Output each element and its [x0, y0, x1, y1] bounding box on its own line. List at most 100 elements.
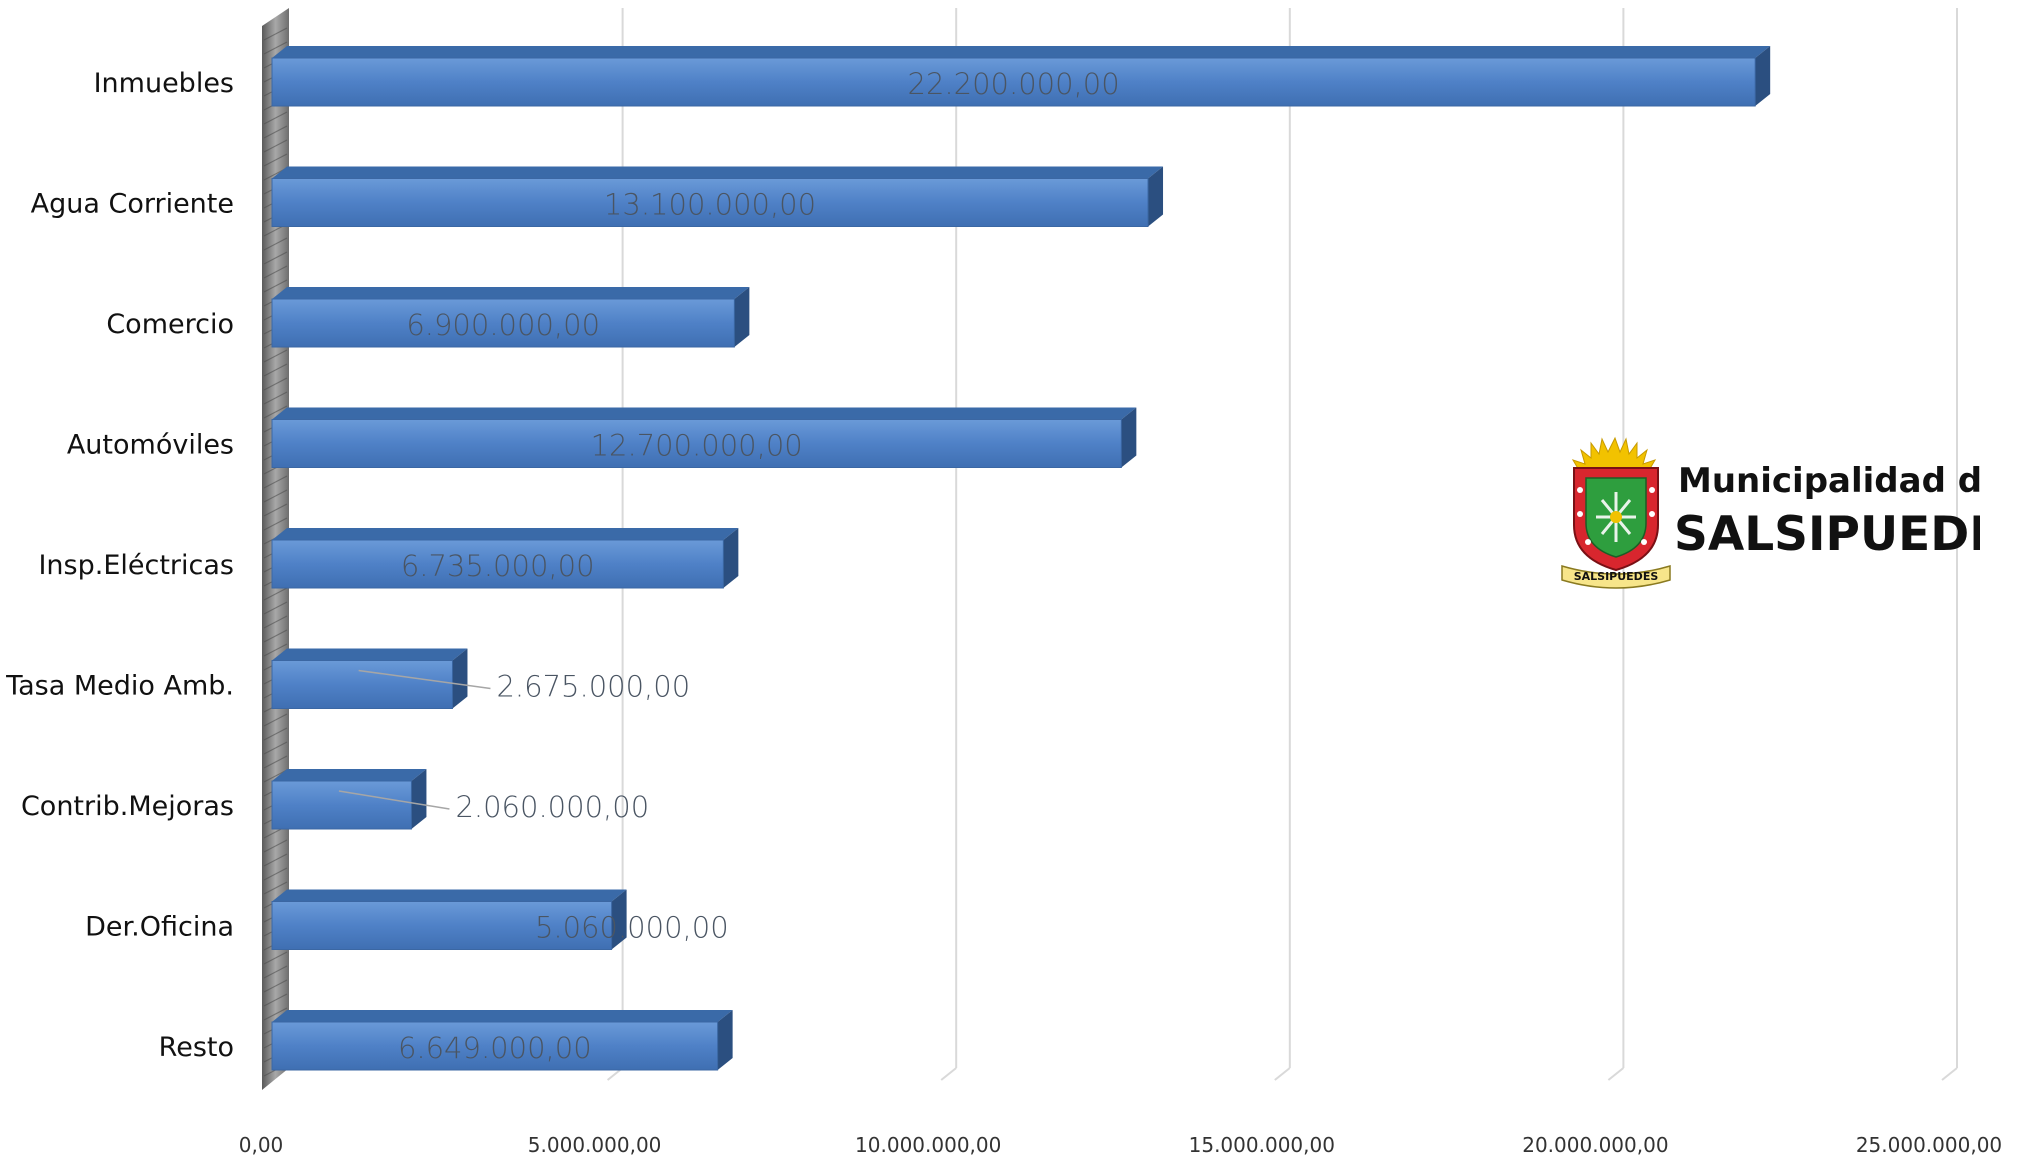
category-label: Der.Oficina [85, 912, 234, 943]
axis-wall-hatch [263, 475, 288, 489]
bar-side [734, 287, 750, 347]
bar-side [1121, 407, 1137, 468]
category-label: Insp.Eléctricas [38, 550, 234, 581]
data-label: 5.060.000,00 [535, 911, 729, 945]
axis-wall-hatch [263, 587, 288, 601]
axis-wall-hatch [263, 391, 288, 405]
data-label: 22.200.000,00 [908, 67, 1120, 101]
bar-side [717, 1010, 733, 1070]
x-tick-label: 25.000.000,00 [1856, 1133, 2002, 1157]
bar [271, 419, 1122, 468]
bar [271, 539, 724, 589]
data-label: 6.649.000,00 [398, 1031, 592, 1065]
axis-wall-hatch [263, 363, 288, 377]
axis-wall-hatch [263, 377, 288, 391]
bar [271, 57, 1756, 107]
bar-top [272, 407, 1137, 420]
axis-wall-hatch [263, 643, 288, 657]
axis-wall-hatch [263, 489, 288, 503]
axis-wall-hatch [263, 125, 288, 139]
bar-top [272, 287, 750, 299]
axis-wall-hatch [263, 349, 288, 363]
category-label: Comercio [106, 309, 234, 340]
data-label: 2.675.000,00 [496, 670, 690, 704]
axis-wall-hatch [263, 741, 288, 755]
x-tick-label: 10.000.000,00 [855, 1133, 1001, 1157]
gridline-depth [1274, 1067, 1291, 1081]
category-label: Inmuebles [94, 68, 234, 99]
bar [271, 780, 412, 830]
bar [271, 298, 735, 348]
leader-line [358, 669, 491, 690]
axis-wall-hatch [263, 601, 288, 615]
axis-wall-hatch [263, 629, 288, 643]
category-label: Agua Corriente [31, 189, 234, 220]
leader-line [338, 790, 450, 810]
data-label: 12.700.000,00 [591, 429, 803, 463]
data-label: 6.900.000,00 [406, 308, 600, 342]
axis-wall-hatch [263, 1007, 288, 1021]
logo-subtitle: SALSIPUEDES [1674, 507, 1980, 562]
bar-side [452, 648, 468, 709]
bar-side [1148, 166, 1164, 227]
axis-wall-hatch [263, 251, 288, 265]
axis-wall-hatch [263, 755, 288, 769]
category-label: Tasa Medio Amb. [5, 671, 234, 702]
axis-wall-hatch [263, 769, 288, 783]
axis-wall-hatch [263, 951, 288, 965]
logo-title: Municipalidad de [1678, 461, 1980, 501]
axis-wall-hatch [263, 139, 288, 153]
axis-wall-hatch [263, 279, 288, 293]
labels: 0,00 5.000.000,00 10.000.000,00 15.000.000,… [5, 67, 2002, 1157]
bar [271, 660, 453, 709]
axis-wall-hatch [263, 405, 288, 419]
axis-wall-hatch [263, 853, 288, 867]
category-label: Resto [159, 1032, 234, 1063]
municipal-logo: SALSIPUEDES Municipalidad de SALSIPUEDES [1561, 436, 1980, 589]
axis-wall-hatch [263, 713, 288, 727]
x-tick-label: 20.000.000,00 [1522, 1133, 1668, 1157]
bar-top [272, 769, 427, 781]
bar-top [272, 889, 627, 902]
bar-side [1755, 46, 1771, 106]
gridline-depth [1607, 1067, 1625, 1081]
axis-wall-hatch [263, 979, 288, 993]
axis-wall-hatch [263, 881, 288, 895]
x-tick-label: 0,00 [239, 1133, 284, 1157]
axis-wall-hatch [263, 867, 288, 881]
bar-side [723, 528, 739, 588]
bar-top [272, 528, 739, 540]
data-label: 2.060.000,00 [455, 790, 649, 824]
data-label: 13.100.000,00 [604, 188, 816, 222]
bar-side [611, 889, 627, 950]
axis-wall-hatch [263, 27, 288, 41]
bar [271, 178, 1149, 227]
axis-wall-hatch [263, 153, 288, 167]
gridline-depth [940, 1067, 957, 1081]
logo-ribbon-text: SALSIPUEDES [1574, 570, 1659, 583]
axis-wall-hatch [263, 615, 288, 629]
bar [271, 901, 613, 950]
bar-top [272, 1010, 733, 1022]
category-label: Contrib.Mejoras [21, 791, 234, 822]
axis-wall-hatch [263, 503, 288, 517]
bars [271, 46, 1771, 1071]
bar-top [272, 166, 1164, 179]
x-tick-label: 5.000.000,00 [528, 1133, 662, 1157]
bar-top [272, 648, 468, 661]
x-tick-label: 15.000.000,00 [1189, 1133, 1335, 1157]
bar [271, 1021, 719, 1071]
axis-wall-hatch [263, 965, 288, 979]
axis-wall-hatch [263, 237, 288, 251]
category-label: Automóviles [67, 430, 234, 461]
axis-wall-hatch [263, 41, 288, 55]
axis-wall-hatch [263, 993, 288, 1007]
gridline-depth [1941, 1067, 1958, 1081]
axis-wall-hatch [263, 111, 288, 125]
bar-top [272, 46, 1771, 58]
bar-side [411, 769, 427, 829]
axis-wall-hatch [263, 265, 288, 279]
data-label: 6.735.000,00 [401, 549, 595, 583]
axis-wall-hatch [263, 839, 288, 853]
